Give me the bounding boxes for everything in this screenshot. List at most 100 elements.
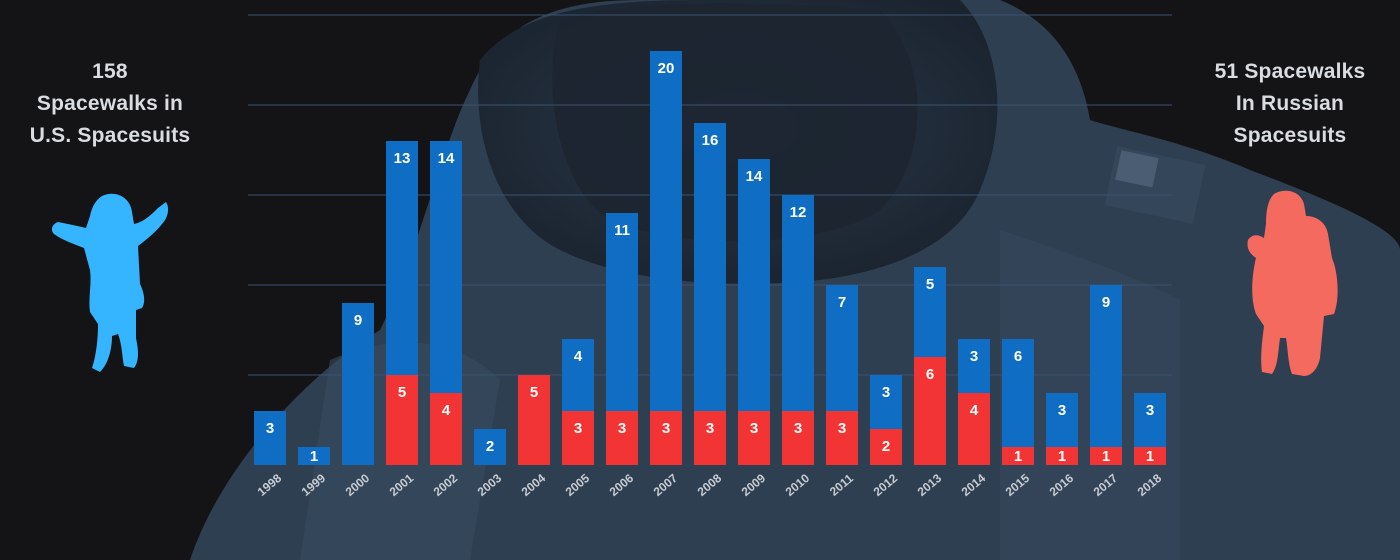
us-bar-2000	[342, 303, 374, 465]
us-bar-2009	[738, 159, 770, 411]
x-tick-2010: 2010	[783, 471, 813, 499]
us-value-label-2000: 9	[354, 312, 362, 329]
x-tick-2012: 2012	[871, 471, 901, 499]
russian-value-label-2012: 2	[882, 438, 890, 455]
russian-bar-2007	[650, 411, 682, 465]
russian-value-label-2010: 3	[794, 420, 802, 437]
russian-bar-2001	[386, 375, 418, 465]
x-tick-2001: 2001	[387, 471, 417, 499]
astronaut-silhouette-icon	[51, 193, 169, 372]
x-tick-2011: 2011	[827, 471, 856, 499]
russian-value-label-2015: 1	[1014, 448, 1022, 465]
bars	[254, 51, 1166, 465]
us-bar-2013	[914, 267, 946, 357]
us-bar-2012	[870, 375, 902, 429]
russian-spacesuit-silhouette-icon	[1247, 190, 1338, 376]
us-value-label-2013: 5	[926, 276, 934, 293]
us-value-label-2007: 20	[658, 60, 675, 77]
russian-bar-2018	[1134, 447, 1166, 465]
us-value-label-2010: 12	[790, 204, 807, 221]
us-value-label-2017: 9	[1102, 294, 1110, 311]
russian-bar-2017	[1090, 447, 1122, 465]
us-value-label-2008: 16	[702, 132, 719, 149]
us-bar-2014	[958, 339, 990, 393]
x-tick-2008: 2008	[695, 471, 725, 499]
russian-bar-2011	[826, 411, 858, 465]
russian-value-label-2011: 3	[838, 420, 846, 437]
x-tick-2009: 2009	[739, 471, 769, 499]
russian-value-label-2008: 3	[706, 420, 714, 437]
us-bar-1998	[254, 411, 286, 465]
x-tick-2003: 2003	[475, 471, 505, 499]
us-value-label-2018: 3	[1146, 402, 1154, 419]
russian-bar-2013	[914, 357, 946, 465]
x-tick-2013: 2013	[915, 471, 945, 499]
russian-caption-line-3: Spacesuits	[1233, 124, 1347, 147]
russian-caption-line-1: 51 Spacewalks	[1214, 60, 1366, 83]
russian-bar-2010	[782, 411, 814, 465]
russian-bar-2012	[870, 429, 902, 465]
russian-value-label-2002: 4	[442, 402, 451, 419]
x-tick-2005: 2005	[563, 471, 593, 499]
us-bar-2015	[1002, 339, 1034, 447]
us-bar-2011	[826, 285, 858, 411]
russian-bar-2002	[430, 393, 462, 465]
x-tick-2018: 2018	[1135, 471, 1165, 499]
us-bar-1999	[298, 447, 330, 465]
x-tick-2006: 2006	[607, 471, 637, 499]
us-value-label-2014: 3	[970, 348, 978, 365]
us-bar-2003	[474, 429, 506, 465]
russian-bar-2004	[518, 375, 550, 465]
x-tick-2002: 2002	[431, 471, 461, 499]
russian-value-label-2005: 3	[574, 420, 582, 437]
x-tick-2017: 2017	[1091, 471, 1121, 499]
x-tick-2007: 2007	[651, 471, 681, 499]
russian-bar-2014	[958, 393, 990, 465]
us-value-label-2016: 3	[1058, 402, 1066, 419]
us-caption-line-3: U.S. Spacesuits	[29, 124, 191, 147]
us-caption-line-1: 158	[92, 60, 128, 83]
x-tick-2014: 2014	[959, 471, 989, 499]
us-value-label-2011: 7	[838, 294, 846, 311]
russian-spacewalks-caption: 51 Spacewalks In Russian Spacesuits	[1180, 56, 1400, 152]
us-bar-2007	[650, 51, 682, 411]
us-caption-line-2: Spacewalks in	[36, 92, 184, 115]
russian-bar-2016	[1046, 447, 1078, 465]
x-tick-2000: 2000	[343, 471, 373, 499]
us-value-label-2002: 14	[438, 150, 455, 167]
us-bar-2008	[694, 123, 726, 411]
us-bar-2005	[562, 339, 594, 411]
russian-value-label-2009: 3	[750, 420, 758, 437]
x-tick-2015: 2015	[1003, 471, 1033, 499]
russian-bar-2008	[694, 411, 726, 465]
russian-value-label-2007: 3	[662, 420, 670, 437]
russian-value-label-2016: 1	[1058, 448, 1066, 465]
us-value-label-2012: 3	[882, 384, 890, 401]
russian-caption-line-2: In Russian	[1235, 92, 1345, 115]
russian-bar-2006	[606, 411, 638, 465]
x-axis-tick-labels: 1998 1999 2000 2001 2002 2003 2004 2005 2006 2007…	[255, 471, 1165, 499]
flag-patch-icon	[1104, 146, 1206, 224]
x-tick-2004: 2004	[519, 471, 549, 499]
x-tick-2016: 2016	[1047, 471, 1077, 499]
us-value-label-1999: 1	[310, 448, 318, 465]
russian-bar-2015	[1002, 447, 1034, 465]
russian-value-label-2017: 1	[1102, 448, 1110, 465]
us-value-label-2005: 4	[574, 348, 583, 365]
us-spacewalks-caption: 158 Spacewalks in U.S. Spacesuits	[0, 56, 220, 152]
russian-value-label-2014: 4	[970, 402, 979, 419]
russian-value-label-2001: 5	[398, 384, 406, 401]
russian-value-label-2018: 1	[1146, 448, 1154, 465]
russian-value-label-2013: 6	[926, 366, 934, 383]
us-bar-2016	[1046, 393, 1078, 447]
us-value-label-2006: 11	[614, 222, 630, 239]
x-tick-1998: 1998	[255, 471, 285, 499]
us-bar-2010	[782, 195, 814, 411]
russian-bar-2009	[738, 411, 770, 465]
data-labels: 3195134142534311320316314312372365431613…	[266, 60, 1154, 465]
us-value-label-1998: 3	[266, 420, 274, 437]
us-bar-2017	[1090, 285, 1122, 447]
russian-bar-2005	[562, 411, 594, 465]
